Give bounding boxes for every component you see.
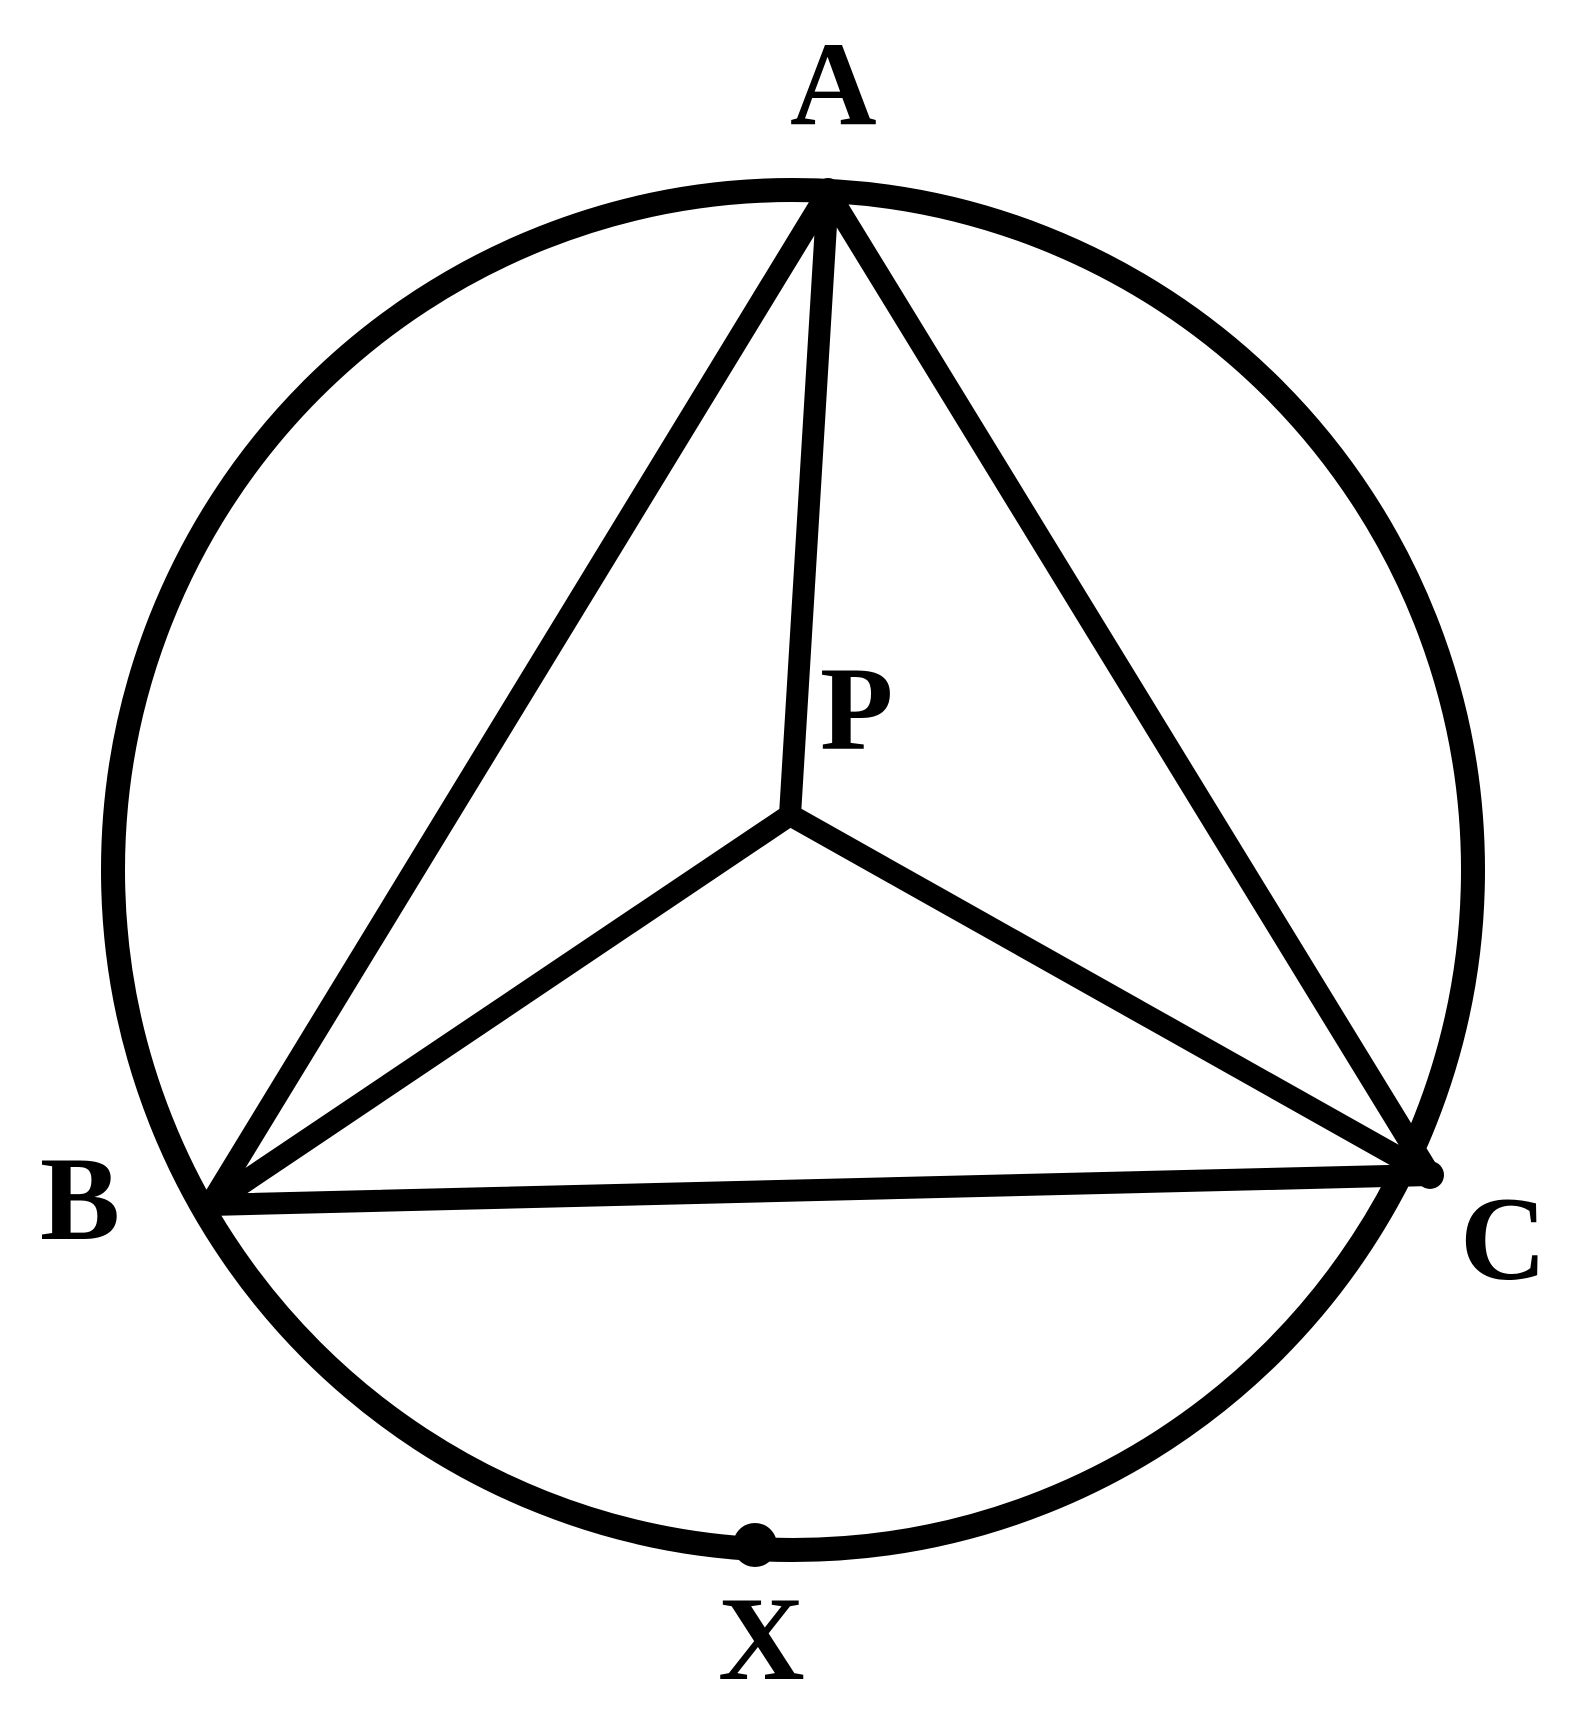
diagram-svg <box>0 0 1587 1723</box>
main-circle <box>113 190 1473 1550</box>
point-x-dot <box>733 1523 777 1567</box>
label-x: X <box>718 1570 805 1708</box>
label-c: C <box>1460 1170 1547 1308</box>
point-c-dot <box>1416 1161 1444 1189</box>
point-b-dot <box>196 1191 224 1219</box>
label-b: B <box>40 1130 120 1268</box>
label-p: P <box>820 640 893 778</box>
line-ab <box>210 192 828 1205</box>
geometry-diagram: A B C P X <box>0 0 1587 1723</box>
point-a-dot <box>814 178 842 206</box>
line-bc <box>210 1175 1430 1205</box>
line-bp <box>210 815 790 1205</box>
line-ac <box>828 192 1430 1175</box>
line-cp <box>790 815 1430 1175</box>
label-a: A <box>790 15 877 153</box>
